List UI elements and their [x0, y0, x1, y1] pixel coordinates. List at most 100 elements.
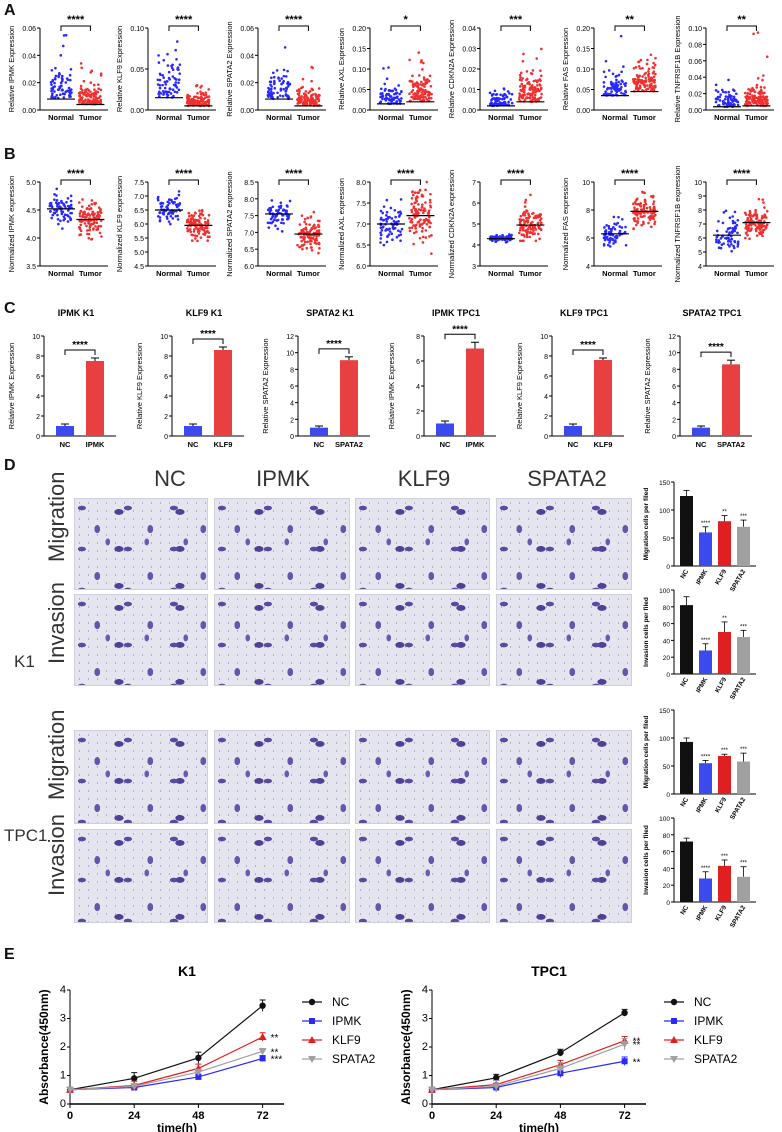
- bar-y-tick-label: 8: [290, 367, 294, 374]
- data-point: [98, 210, 102, 213]
- data-point: [718, 99, 722, 102]
- data-marker: [556, 1065, 565, 1073]
- chart-b2: 4.5 5.0 5.5 6.0 6.5 7.0 7.5 Normalized KLF9 exp…: [115, 168, 216, 278]
- data-point: [167, 220, 171, 223]
- data-point: [178, 202, 181, 206]
- data-point: [303, 94, 307, 98]
- data-point: [174, 48, 177, 52]
- scatter-y-tick-label: 5: [698, 250, 702, 257]
- data-point: [302, 228, 305, 231]
- data-point: [637, 60, 641, 64]
- data-point: [189, 230, 193, 234]
- scatter-y-tick-label: 0.00: [352, 108, 366, 115]
- bar: [680, 605, 693, 674]
- data-point: [763, 206, 766, 209]
- data-point: [81, 91, 84, 94]
- data-point: [186, 229, 189, 233]
- data-point: [723, 97, 727, 101]
- x-tick-label: Normal: [488, 269, 514, 278]
- line-y-tick-label: 3: [422, 1013, 428, 1025]
- data-point: [273, 86, 277, 90]
- data-point: [634, 199, 638, 202]
- data-point: [301, 77, 305, 81]
- data-point: [736, 218, 740, 222]
- significance-label: ****: [580, 340, 596, 351]
- data-point: [391, 238, 394, 242]
- data-point: [190, 222, 194, 226]
- data-point: [173, 197, 177, 201]
- data-point: [196, 230, 200, 233]
- data-point: [55, 208, 59, 212]
- data-point: [632, 78, 636, 82]
- data-point: [379, 237, 383, 240]
- data-point: [156, 83, 160, 86]
- chart-c6: SPATA2 TPC1 0 2 4 6 8 10 12 Relative SPATA2 Expr…: [643, 308, 752, 449]
- data-point: [736, 243, 740, 246]
- scatter-y-tick-label: 0.02: [22, 81, 36, 88]
- x-tick-label: NC: [696, 440, 707, 449]
- data-point: [69, 203, 73, 207]
- bar: [737, 637, 750, 674]
- data-marker: [308, 1056, 316, 1063]
- data-point: [288, 199, 292, 203]
- data-point: [296, 102, 300, 105]
- row-header-migration-k1: Migration: [44, 471, 69, 562]
- chart-a1: 0.00 0.02 0.04 0.06 Relative IPMK Expression…: [7, 14, 108, 122]
- data-point: [614, 89, 617, 92]
- data-point: [613, 239, 616, 242]
- scatter-y-tick-label: 6.5: [356, 243, 366, 250]
- data-point: [305, 102, 308, 106]
- significance-label: ***: [740, 861, 748, 867]
- data-point: [90, 199, 94, 202]
- data-point: [309, 215, 313, 218]
- data-point: [158, 210, 162, 214]
- data-marker: [258, 1048, 267, 1056]
- bar: [310, 427, 328, 436]
- data-point: [415, 94, 419, 98]
- bar-y-tick-label: 80: [663, 605, 671, 612]
- significance-label: **: [737, 14, 746, 26]
- data-point: [523, 201, 527, 204]
- data-point: [423, 209, 427, 212]
- data-point: [530, 85, 533, 88]
- data-point: [423, 221, 426, 224]
- data-point: [285, 75, 288, 78]
- data-point: [81, 96, 84, 99]
- line-x-tick-label: 0: [67, 1110, 73, 1122]
- data-point: [763, 96, 766, 100]
- data-marker: [308, 1036, 316, 1043]
- data-point: [750, 227, 753, 230]
- data-point: [310, 65, 313, 69]
- data-point: [159, 202, 163, 205]
- data-point: [744, 213, 748, 216]
- data-point: [395, 100, 398, 103]
- significance-label: ****: [285, 168, 303, 180]
- data-point: [159, 205, 163, 208]
- data-point: [641, 190, 644, 194]
- significance-label: ****: [708, 342, 724, 353]
- data-point: [609, 228, 613, 231]
- bar-y-tick-label: 2: [36, 414, 40, 421]
- x-tick-label: Normal: [378, 269, 404, 278]
- data-point: [166, 207, 169, 210]
- data-point: [62, 34, 66, 37]
- data-point: [302, 92, 306, 96]
- x-tick-label: SPATA2: [335, 440, 363, 449]
- data-point: [408, 216, 411, 220]
- data-point: [619, 82, 623, 86]
- data-point: [390, 217, 394, 220]
- scatter-y-tick-label: 7.5: [134, 180, 144, 187]
- data-point: [647, 70, 650, 73]
- data-point: [97, 216, 101, 220]
- data-point: [720, 243, 724, 246]
- data-point: [428, 235, 431, 238]
- x-tick-label: Tumor: [79, 113, 102, 122]
- data-point: [78, 212, 82, 215]
- row-header-migration-tpc1: Migration: [44, 709, 69, 800]
- data-point: [270, 76, 273, 80]
- data-point: [525, 235, 529, 239]
- data-point: [283, 46, 287, 49]
- data-point: [717, 246, 721, 250]
- data-point: [757, 91, 760, 95]
- data-point: [83, 212, 87, 216]
